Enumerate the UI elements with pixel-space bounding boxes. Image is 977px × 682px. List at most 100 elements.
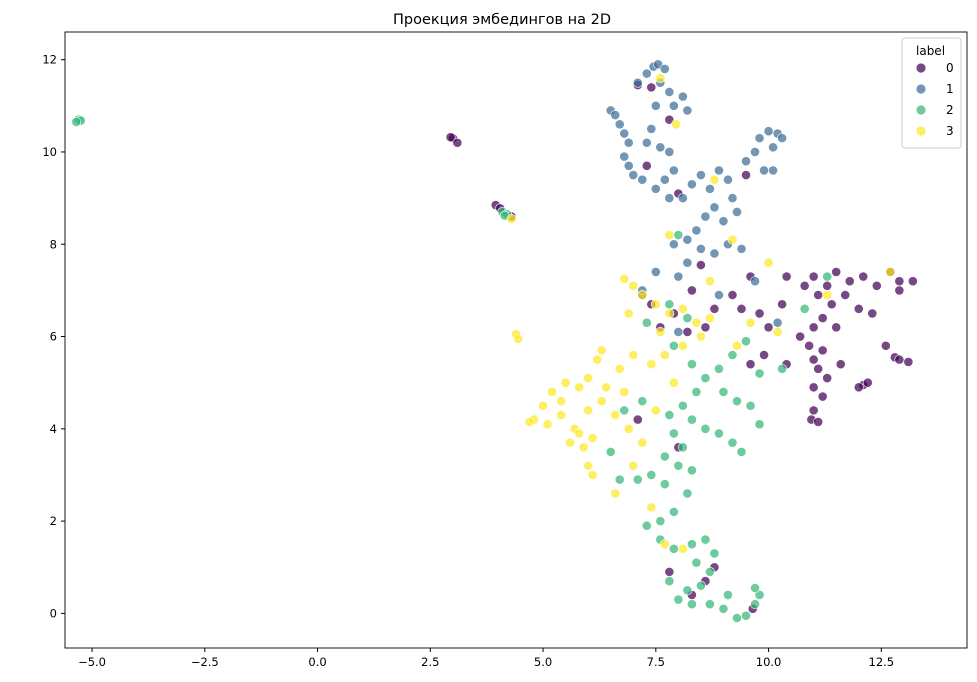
chart-title: Проекция эмбедингов на 2D	[393, 12, 611, 28]
legend-marker-3	[916, 126, 926, 136]
point-label-0	[445, 132, 456, 143]
point-label-3	[650, 299, 661, 310]
point-label-0	[853, 303, 864, 314]
y-tick-label: 2	[50, 514, 57, 528]
point-label-2	[641, 317, 652, 328]
point-label-3	[705, 313, 715, 323]
point-label-2	[709, 548, 720, 559]
point-label-1	[754, 133, 765, 144]
point-label-2	[664, 299, 675, 310]
point-label-2	[673, 230, 684, 240]
plot-frame	[64, 31, 968, 649]
point-label-1	[750, 147, 760, 157]
point-label-0	[696, 260, 706, 270]
point-label-0	[808, 322, 819, 333]
point-label-2	[754, 590, 765, 600]
point-label-3	[596, 396, 607, 407]
point-label-3	[583, 405, 594, 416]
point-label-3	[547, 387, 557, 397]
point-label-0	[686, 285, 697, 296]
point-label-1	[659, 174, 670, 185]
point-label-1	[668, 165, 679, 176]
point-label-2	[754, 419, 765, 430]
point-label-0	[867, 308, 878, 319]
point-label-1	[641, 137, 652, 148]
point-label-2	[664, 410, 675, 420]
point-label-2	[673, 594, 684, 605]
point-label-0	[646, 82, 657, 93]
point-label-3	[628, 460, 639, 471]
point-label-0	[754, 308, 765, 319]
point-label-0	[894, 285, 905, 296]
point-label-3	[637, 437, 648, 448]
point-label-0	[813, 363, 824, 374]
point-label-0	[808, 271, 819, 282]
point-label-0	[903, 357, 914, 367]
point-label-0	[777, 299, 787, 310]
point-label-0	[831, 322, 842, 333]
point-label-3	[659, 350, 670, 360]
point-label-2	[700, 373, 711, 383]
x-tick-label: 0.0	[308, 655, 326, 669]
point-label-0	[871, 280, 882, 291]
point-label-1	[772, 317, 783, 328]
point-label-0	[664, 566, 675, 577]
point-label-0	[862, 377, 873, 388]
point-label-2	[664, 576, 675, 586]
point-label-1	[696, 170, 706, 180]
point-label-1	[677, 91, 688, 102]
point-label-1	[732, 207, 742, 217]
point-label-0	[781, 271, 792, 282]
point-label-3	[659, 539, 670, 550]
x-tick-label: 10.0	[756, 655, 782, 669]
point-label-0	[452, 137, 463, 148]
point-label-2	[732, 396, 742, 407]
point-label-2	[714, 428, 724, 439]
point-label-1	[623, 160, 634, 171]
point-label-3	[668, 377, 679, 388]
legend-marker-1	[916, 84, 926, 94]
point-label-2	[682, 313, 693, 323]
point-label-3	[885, 267, 896, 277]
point-label-3	[610, 410, 621, 420]
point-label-0	[808, 354, 819, 365]
point-label-2	[691, 387, 702, 397]
point-label-0	[844, 276, 855, 287]
point-label-1	[646, 123, 657, 134]
point-label-1	[614, 119, 625, 130]
point-label-2	[637, 396, 648, 407]
point-label-2	[799, 303, 810, 314]
point-label-3	[578, 442, 589, 453]
point-label-2	[696, 580, 706, 591]
point-label-1	[628, 170, 639, 180]
point-label-0	[745, 359, 756, 370]
point-label-2	[700, 423, 711, 434]
point-label-1	[668, 239, 679, 250]
point-label-3	[614, 363, 625, 374]
point-label-2	[741, 336, 751, 347]
point-label-0	[727, 290, 738, 300]
point-label-2	[686, 599, 697, 610]
point-label-2	[727, 437, 738, 448]
point-label-3	[696, 331, 706, 342]
x-tick-label: 2.5	[421, 655, 439, 669]
point-label-3	[677, 340, 688, 351]
point-label-0	[822, 280, 833, 291]
point-label-3	[583, 460, 594, 471]
point-label-2	[686, 414, 697, 425]
point-label-2	[714, 363, 724, 374]
point-label-0	[741, 170, 751, 180]
point-label-2	[682, 488, 693, 499]
point-label-0	[894, 276, 905, 287]
point-label-3	[655, 327, 666, 337]
point-label-1	[718, 216, 729, 227]
point-label-0	[907, 276, 918, 287]
point-label-2	[619, 405, 630, 416]
point-label-0	[709, 303, 720, 314]
axes: −5.0 −2.5 0.0 2.5 5.0 7.5 10.0 12.5 0 2 4 6 8 10 12	[42, 53, 894, 669]
point-label-1	[768, 165, 778, 176]
point-label-0	[632, 414, 643, 425]
y-tick-label: 8	[50, 237, 57, 251]
point-label-3	[671, 119, 682, 130]
